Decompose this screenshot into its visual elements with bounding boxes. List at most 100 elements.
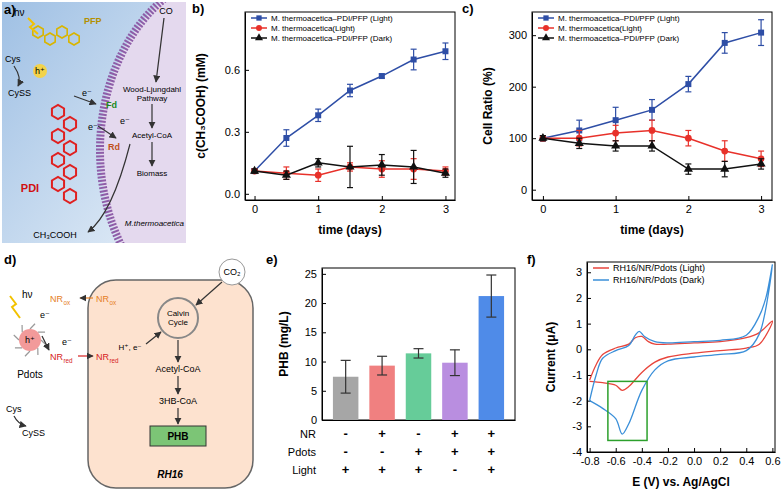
plot-frame	[322, 268, 515, 420]
legend-marker	[256, 15, 261, 20]
error-bar	[442, 43, 448, 60]
axis-title: time (days)	[318, 223, 381, 237]
error-bar	[685, 76, 691, 91]
marker	[611, 141, 620, 149]
diagram-label: CySS	[22, 428, 45, 438]
tick: 0.2	[713, 448, 728, 467]
condition-value: -	[343, 426, 347, 441]
arrow	[156, 18, 164, 82]
marks	[333, 275, 504, 420]
marker	[379, 73, 385, 79]
cell	[88, 280, 253, 488]
condition-value: +	[451, 444, 459, 459]
condition-value: +	[378, 462, 386, 477]
error-bar	[722, 141, 728, 162]
legend-line	[593, 267, 609, 269]
tick: 1	[576, 318, 591, 330]
tick: 0	[521, 184, 536, 196]
error-bar-line	[685, 174, 691, 175]
marker	[409, 162, 418, 170]
legend: M. thermoacetica–PDI/PFP (Light)M. therm…	[251, 14, 393, 43]
axis-title: Cell Ratio (%)	[481, 67, 495, 144]
condition-value: +	[415, 444, 423, 459]
error-bar	[722, 33, 728, 54]
marker	[347, 88, 353, 94]
diagram-label: Cys	[5, 54, 21, 64]
marker	[282, 170, 291, 178]
diagram-label: Biomass	[137, 169, 168, 178]
polymer-chain	[14, 335, 19, 340]
error-bar-line	[576, 148, 582, 149]
marker	[250, 166, 259, 174]
tick: 10	[305, 356, 326, 368]
tick-label: -0.8	[581, 455, 600, 467]
legend-label: RH16/NR/Pdots (Dark)	[613, 275, 705, 285]
tick: 0	[576, 343, 591, 355]
error-bar-line	[283, 146, 289, 147]
error-bar-line	[758, 150, 764, 151]
error-bar-line	[450, 349, 460, 350]
tick-mark	[587, 375, 591, 376]
panel: 01230.00.30.6time (days)c(CH₃COOH) (mM)M…	[192, 1, 456, 237]
tick-label: -0.4	[633, 455, 652, 467]
tick: 300	[509, 29, 536, 41]
condition-label: Pdots	[288, 446, 317, 458]
tick-mark	[322, 362, 326, 363]
axis-line	[533, 200, 773, 201]
diagram-label: Acetyl-CoA	[132, 131, 173, 140]
error-bar	[685, 130, 691, 145]
series-line	[590, 321, 773, 390]
tick: 3	[443, 196, 449, 215]
marks	[538, 20, 765, 177]
tick-label: -3	[572, 420, 582, 432]
error-bar-line	[442, 42, 448, 43]
marks	[250, 43, 450, 188]
error-bar-line	[377, 374, 387, 375]
diagram-label: ox	[110, 299, 118, 306]
error-bar	[576, 120, 582, 141]
error-bar-line	[491, 275, 492, 317]
pdi-ring	[52, 129, 64, 143]
tick-mark	[245, 194, 249, 195]
legend-marker	[542, 33, 550, 40]
condition-value: +	[451, 426, 459, 441]
tick-mark	[532, 87, 536, 88]
plot-frame	[532, 12, 772, 200]
axis: 0100200300	[509, 13, 536, 201]
error-bar-line	[345, 360, 346, 393]
tick: -3	[572, 420, 591, 432]
arrow	[151, 142, 152, 166]
error-bar	[283, 130, 289, 147]
legend-label: M. thermoacetica(Light)	[271, 24, 355, 33]
error-bar-line	[283, 179, 289, 180]
tick-mark	[543, 196, 544, 200]
error-bar	[341, 360, 351, 393]
tick: 200	[509, 81, 536, 93]
tick-mark	[587, 324, 591, 325]
tick-label: 1	[613, 203, 619, 215]
error-bar	[414, 349, 424, 358]
diagram-label: ox	[64, 299, 72, 306]
error-bar-line	[722, 176, 728, 177]
axis: -0.8-0.6-0.4-0.20.00.20.40.6	[581, 448, 781, 467]
tick-mark	[322, 274, 326, 275]
error-bar-line	[649, 99, 655, 100]
pdot	[19, 329, 41, 351]
axis-title: Current (μA)	[544, 322, 558, 393]
diagram-label: NR	[96, 352, 109, 362]
pdi-ring	[52, 177, 64, 191]
marker	[538, 133, 547, 141]
error-bar-line	[411, 150, 417, 151]
tick-mark	[688, 196, 689, 200]
marker	[685, 135, 692, 142]
panel: 0510152025NR-+-++Pdots--+++Light+++-+PHB…	[266, 252, 516, 477]
error-bar-line	[685, 76, 691, 77]
diagram-label: CO	[159, 6, 173, 16]
tick-label: 0.6	[765, 455, 780, 467]
tick: 20	[305, 297, 326, 309]
tick-label: 0.3	[225, 126, 240, 138]
error-bar-line	[722, 161, 728, 162]
error-bar-line	[576, 130, 582, 131]
tick: 0	[540, 196, 546, 215]
legend-label: RH16/NR/Pdots (Light)	[613, 263, 705, 273]
